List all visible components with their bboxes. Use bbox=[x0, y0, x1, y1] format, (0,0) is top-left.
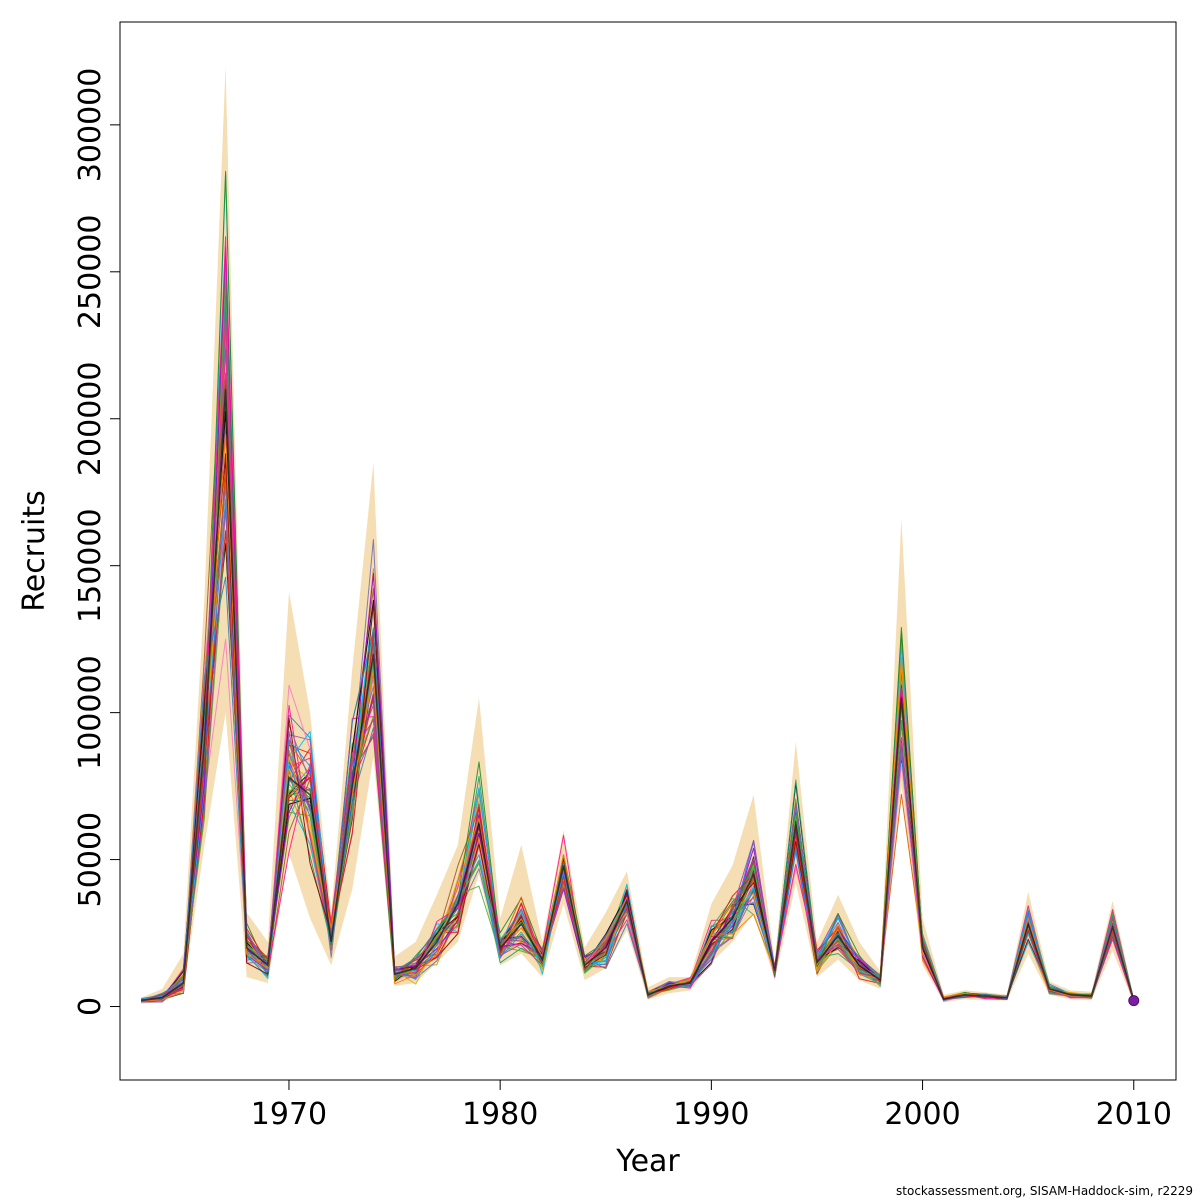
x-tick-label: 1970 bbox=[251, 1097, 327, 1132]
y-tick-label: 150000 bbox=[73, 508, 108, 623]
y-tick-label: 50000 bbox=[73, 812, 108, 907]
median-line bbox=[140, 389, 1135, 1002]
x-tick-label: 1980 bbox=[462, 1097, 538, 1132]
y-tick-label: 0 bbox=[73, 997, 108, 1016]
x-tick-label: 1990 bbox=[673, 1097, 749, 1132]
plot-area bbox=[140, 66, 1140, 1007]
endpoint-marker bbox=[1128, 995, 1140, 1007]
footer-credit: stockassessment.org, SISAM-Haddock-sim, … bbox=[896, 1184, 1193, 1198]
y-tick-label: 250000 bbox=[73, 215, 108, 330]
y-tick-label: 300000 bbox=[73, 68, 108, 183]
plot-frame bbox=[119, 21, 1177, 1081]
x-axis-title: Year bbox=[615, 1144, 680, 1179]
y-axis-title: Recruits bbox=[17, 490, 52, 612]
y-tick-label: 200000 bbox=[73, 362, 108, 477]
axes: 1970 1980 1990 2000 2010 0 50000 100000 150000 20… bbox=[73, 68, 1172, 1132]
x-tick-label: 2000 bbox=[884, 1097, 960, 1132]
y-tick-label: 100000 bbox=[73, 655, 108, 770]
x-tick-label: 2010 bbox=[1096, 1097, 1172, 1132]
